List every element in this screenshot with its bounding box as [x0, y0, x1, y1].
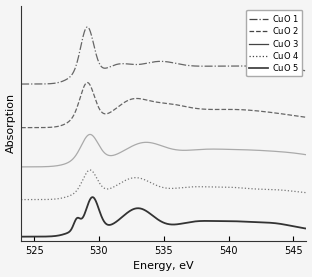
X-axis label: Energy, eV: Energy, eV: [134, 261, 194, 271]
Y-axis label: Absorption: Absorption: [6, 93, 16, 153]
Legend: CuO $\it{1}$, CuO $\it{2}$, CuO $\it{3}$, CuO $\it{4}$, CuO $\it{5}$: CuO $\it{1}$, CuO $\it{2}$, CuO $\it{3}$…: [246, 10, 302, 76]
